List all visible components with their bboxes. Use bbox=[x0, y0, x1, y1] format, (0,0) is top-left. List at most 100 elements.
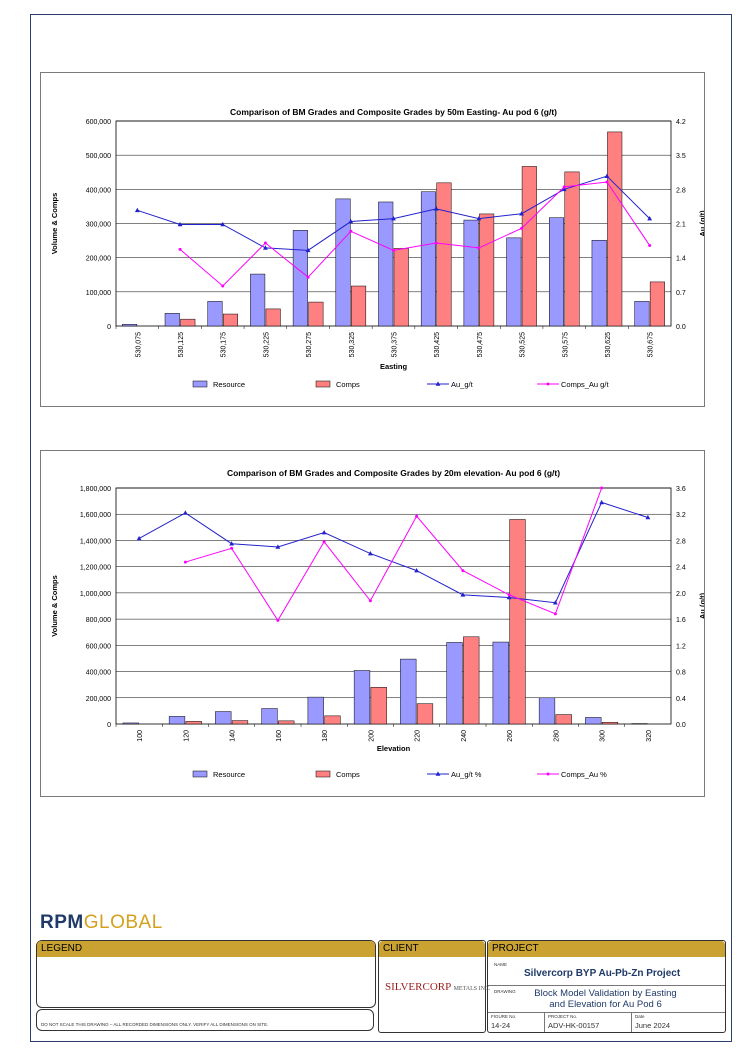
y2-tick-label: 3.6 bbox=[676, 486, 686, 493]
comps-bar bbox=[509, 519, 526, 725]
comps-bar bbox=[479, 213, 495, 327]
client-header: CLIENT bbox=[379, 941, 485, 957]
project-name-row: NAME Silvercorp BYP Au-Pb-Zn Project bbox=[488, 959, 725, 986]
comps-au-g-t-point bbox=[263, 241, 267, 245]
client-logo-main: SILVERCORP bbox=[385, 981, 451, 993]
x-axis-label: Easting bbox=[380, 362, 408, 371]
comps-au-g-t-legend-marker bbox=[546, 382, 550, 386]
x-axis-label: Elevation bbox=[377, 744, 411, 753]
x-tick-label: 530,575 bbox=[562, 332, 569, 357]
comps-legend-swatch bbox=[315, 380, 331, 388]
legend-label: Au_g/t bbox=[451, 380, 474, 389]
y2-axis-label: Au (g/t) bbox=[698, 210, 704, 237]
au-g-t-point bbox=[391, 216, 396, 221]
comps-bar bbox=[649, 281, 665, 327]
chart-title: Comparison of BM Grades and Composite Gr… bbox=[227, 468, 560, 478]
comps-bar bbox=[351, 285, 367, 327]
comps-au--point bbox=[553, 612, 557, 616]
figure-cell: FIGURE No. 14-24 bbox=[488, 1013, 545, 1032]
resource-bar bbox=[215, 711, 232, 725]
y-tick-label: 800,000 bbox=[86, 617, 111, 624]
legend-label: Resource bbox=[213, 770, 245, 779]
comps-bar bbox=[521, 166, 537, 327]
y-axis-label: Volume & Comps bbox=[50, 193, 59, 255]
resource-bar bbox=[420, 191, 436, 327]
resource-bar bbox=[122, 324, 138, 327]
comps-bar bbox=[185, 721, 202, 725]
y2-tick-label: 3.2 bbox=[676, 512, 686, 519]
au-g-t--legend-marker bbox=[435, 771, 441, 776]
comps-bar bbox=[222, 313, 238, 327]
legend-label: Comps_Au g/t bbox=[561, 380, 609, 389]
project-number: ADV-HK-00157 bbox=[548, 1021, 600, 1030]
client-logo-sub: METALS INC. bbox=[453, 986, 491, 992]
comps-bar bbox=[601, 722, 619, 725]
x-tick-label: 530,175 bbox=[221, 332, 228, 357]
y-axis-label: Volume & Comps bbox=[50, 575, 59, 637]
x-tick-label: 320 bbox=[646, 730, 653, 742]
drawing-title-line2: and Elevation for Au Pod 6 bbox=[549, 999, 662, 1010]
resource-bar bbox=[400, 658, 417, 725]
y-tick-label: 200,000 bbox=[86, 256, 111, 263]
au-g-t--point bbox=[645, 514, 651, 520]
resource-bar bbox=[261, 708, 278, 725]
drawing-title-line1: Block Model Validation by Easting bbox=[534, 988, 677, 999]
au-g-t-legend-marker bbox=[435, 381, 441, 386]
x-tick-label: 530,375 bbox=[392, 332, 399, 357]
comps-au--legend-marker bbox=[546, 772, 550, 776]
au-g-t-point bbox=[561, 186, 567, 192]
y2-tick-label: 2.8 bbox=[676, 187, 686, 194]
au-g-t--point bbox=[414, 568, 420, 573]
comps-bar bbox=[607, 131, 623, 327]
resource-bar bbox=[549, 217, 565, 327]
resource-bar bbox=[207, 301, 223, 327]
comps-au--point bbox=[230, 546, 234, 550]
legend-label: Au_g/t % bbox=[451, 770, 482, 779]
x-tick-label: 220 bbox=[415, 730, 422, 742]
y2-tick-label: 0.0 bbox=[676, 324, 686, 331]
au-g-t--point bbox=[599, 499, 605, 505]
project-name: Silvercorp BYP Au-Pb-Zn Project bbox=[524, 968, 681, 979]
x-tick-label: 530,525 bbox=[520, 332, 527, 357]
resource-bar bbox=[463, 219, 479, 327]
resource-bar bbox=[585, 717, 602, 725]
drawing-row: DRAWING Block Model Validation by Eastin… bbox=[488, 986, 725, 1013]
scale-note: DO NOT SCALE THIS DRAWING – ALL RECORDED… bbox=[36, 1009, 374, 1031]
resource-bar bbox=[353, 670, 371, 725]
comps-bar bbox=[231, 720, 249, 725]
comps-au-g-t-line bbox=[179, 181, 651, 287]
y2-tick-label: 4.2 bbox=[676, 119, 686, 126]
au-g-t-point bbox=[433, 206, 439, 211]
au-g-t-point bbox=[348, 218, 354, 224]
y2-tick-label: 3.5 bbox=[676, 153, 686, 160]
plot-area bbox=[115, 487, 672, 725]
y2-tick-label: 2.8 bbox=[676, 538, 686, 545]
comps-au--point bbox=[322, 540, 326, 544]
comps-au-g-t-point bbox=[434, 241, 438, 245]
elevation-chart: Comparison of BM Grades and Composite Gr… bbox=[40, 450, 707, 797]
comps-bar bbox=[308, 301, 324, 327]
comps-au--point bbox=[461, 569, 465, 573]
y-tick-label: 300,000 bbox=[86, 222, 111, 229]
au-g-t-point bbox=[134, 207, 140, 213]
y-tick-label: 500,000 bbox=[86, 153, 111, 160]
elevation-chart-svg: Comparison of BM Grades and Composite Gr… bbox=[50, 468, 707, 779]
comps-au-g-t-point bbox=[306, 275, 310, 279]
comps-bar bbox=[463, 636, 480, 725]
au-g-t-point bbox=[604, 173, 610, 178]
comps-bar bbox=[416, 703, 434, 725]
comps-au-g-t-point bbox=[520, 226, 524, 230]
comps-au-g-t-point bbox=[221, 284, 225, 288]
x-tick-label: 530,275 bbox=[306, 332, 313, 357]
x-tick-label: 280 bbox=[553, 730, 560, 742]
comps-au--point bbox=[276, 618, 280, 622]
x-tick-label: 530,475 bbox=[477, 332, 484, 357]
logo-rpm-text: RPM bbox=[40, 912, 84, 933]
y-tick-label: 400,000 bbox=[86, 187, 111, 194]
legend-label: Resource bbox=[213, 380, 245, 389]
au-g-t--point bbox=[182, 510, 188, 515]
resource-bar bbox=[250, 273, 266, 327]
y2-tick-label: 1.2 bbox=[676, 643, 686, 650]
comps-au-g-t-point bbox=[605, 180, 609, 184]
project-no-cell: PROJECT No. ADV-HK-00157 bbox=[545, 1013, 632, 1032]
